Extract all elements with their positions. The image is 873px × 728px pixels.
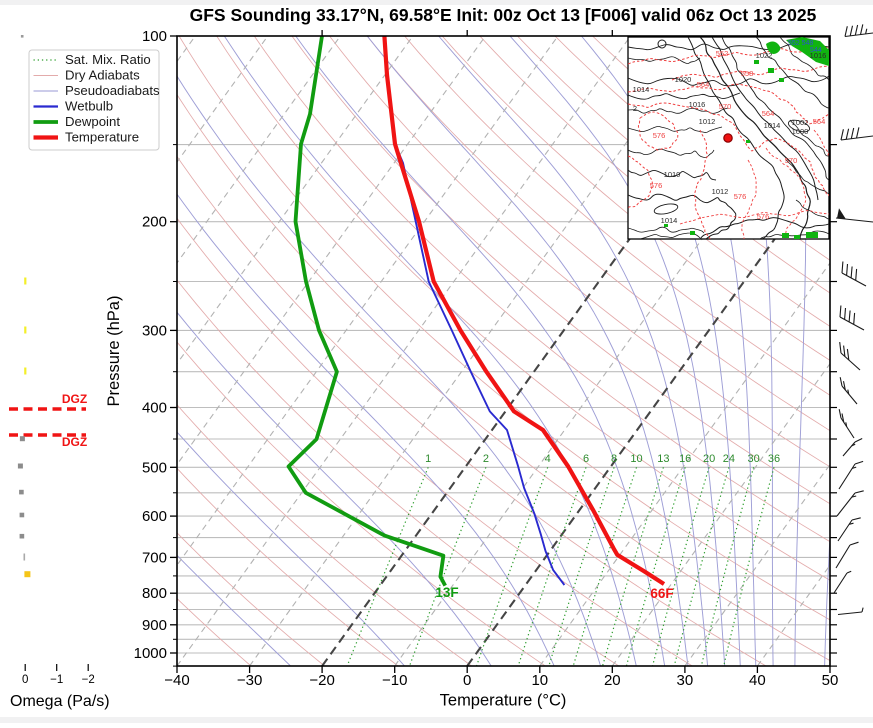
svg-text:66F: 66F: [650, 586, 673, 601]
svg-text:1022: 1022: [756, 51, 773, 60]
svg-text:20: 20: [703, 453, 715, 465]
svg-text:4: 4: [545, 453, 551, 465]
svg-text:Dry Adiabats: Dry Adiabats: [65, 68, 140, 83]
svg-text:24: 24: [723, 453, 735, 465]
svg-text:700: 700: [142, 549, 167, 566]
svg-text:−40: −40: [164, 672, 189, 689]
svg-text:−2: −2: [82, 674, 95, 686]
svg-text:20: 20: [604, 672, 621, 689]
svg-text:−10: −10: [382, 672, 407, 689]
svg-text:552: 552: [716, 49, 729, 58]
svg-text:1: 1: [425, 453, 431, 465]
svg-text:900: 900: [142, 617, 167, 634]
svg-text:Wetbulb: Wetbulb: [65, 99, 113, 114]
svg-text:30: 30: [747, 453, 759, 465]
svg-text:−30: −30: [237, 672, 262, 689]
svg-text:13: 13: [657, 453, 669, 465]
svg-text:1010: 1010: [664, 170, 681, 179]
svg-text:10: 10: [630, 453, 642, 465]
svg-text:1000: 1000: [134, 645, 167, 662]
svg-text:30: 30: [677, 672, 694, 689]
svg-text:576: 576: [650, 181, 663, 190]
svg-text:400: 400: [142, 400, 167, 417]
svg-text:558: 558: [741, 69, 754, 78]
svg-text:200: 200: [142, 214, 167, 231]
svg-text:1014: 1014: [661, 216, 678, 225]
svg-text:576: 576: [653, 131, 666, 140]
svg-text:1000: 1000: [792, 127, 809, 136]
svg-text:1014: 1014: [764, 121, 781, 130]
svg-text:DGZ: DGZ: [62, 392, 87, 406]
svg-text:0: 0: [22, 674, 28, 686]
svg-text:576: 576: [734, 192, 747, 201]
svg-text:544: 544: [810, 47, 822, 54]
svg-text:Pseudoadiabats: Pseudoadiabats: [65, 83, 160, 98]
svg-text:500: 500: [142, 459, 167, 476]
svg-text:1014: 1014: [633, 85, 650, 94]
svg-text:600: 600: [142, 508, 167, 525]
svg-text:564: 564: [762, 109, 775, 118]
svg-text:Temperature (°C): Temperature (°C): [440, 692, 567, 710]
svg-text:1016: 1016: [689, 100, 706, 109]
svg-text:Omega (Pa/s): Omega (Pa/s): [10, 693, 110, 710]
svg-text:564: 564: [697, 80, 710, 89]
svg-text:6: 6: [583, 453, 589, 465]
svg-text:16: 16: [679, 453, 691, 465]
svg-text:1012: 1012: [699, 117, 716, 126]
svg-text:10: 10: [531, 672, 548, 689]
svg-text:13F: 13F: [435, 585, 458, 600]
svg-text:570: 570: [785, 156, 798, 165]
svg-text:50: 50: [822, 672, 839, 689]
svg-text:300: 300: [142, 322, 167, 339]
svg-text:1012: 1012: [712, 187, 729, 196]
svg-text:Pressure (hPa): Pressure (hPa): [105, 296, 123, 407]
svg-text:GFS Sounding 33.17°N, 69.58°E: GFS Sounding 33.17°N, 69.58°E Init: 00z …: [190, 5, 817, 25]
svg-text:800: 800: [142, 585, 167, 602]
svg-text:1002: 1002: [792, 118, 809, 127]
svg-text:570: 570: [719, 102, 732, 111]
svg-text:Dewpoint: Dewpoint: [65, 114, 120, 129]
svg-text:2: 2: [633, 104, 637, 113]
svg-text:0: 0: [463, 672, 471, 689]
svg-text:DGZ: DGZ: [62, 435, 87, 449]
svg-text:−1: −1: [50, 674, 63, 686]
svg-text:1016: 1016: [810, 51, 827, 60]
svg-text:Temperature: Temperature: [65, 130, 139, 145]
svg-text:576: 576: [757, 212, 770, 221]
svg-text:8: 8: [611, 453, 617, 465]
svg-text:100: 100: [142, 28, 167, 45]
svg-text:2: 2: [483, 453, 489, 465]
svg-text:564: 564: [813, 117, 826, 126]
svg-text:Sat. Mix. Ratio: Sat. Mix. Ratio: [65, 52, 151, 67]
svg-text:552 548: 552 548: [788, 40, 813, 47]
svg-text:1020: 1020: [675, 75, 692, 84]
svg-text:40: 40: [749, 672, 766, 689]
svg-text:−20: −20: [309, 672, 334, 689]
svg-text:36: 36: [768, 453, 780, 465]
